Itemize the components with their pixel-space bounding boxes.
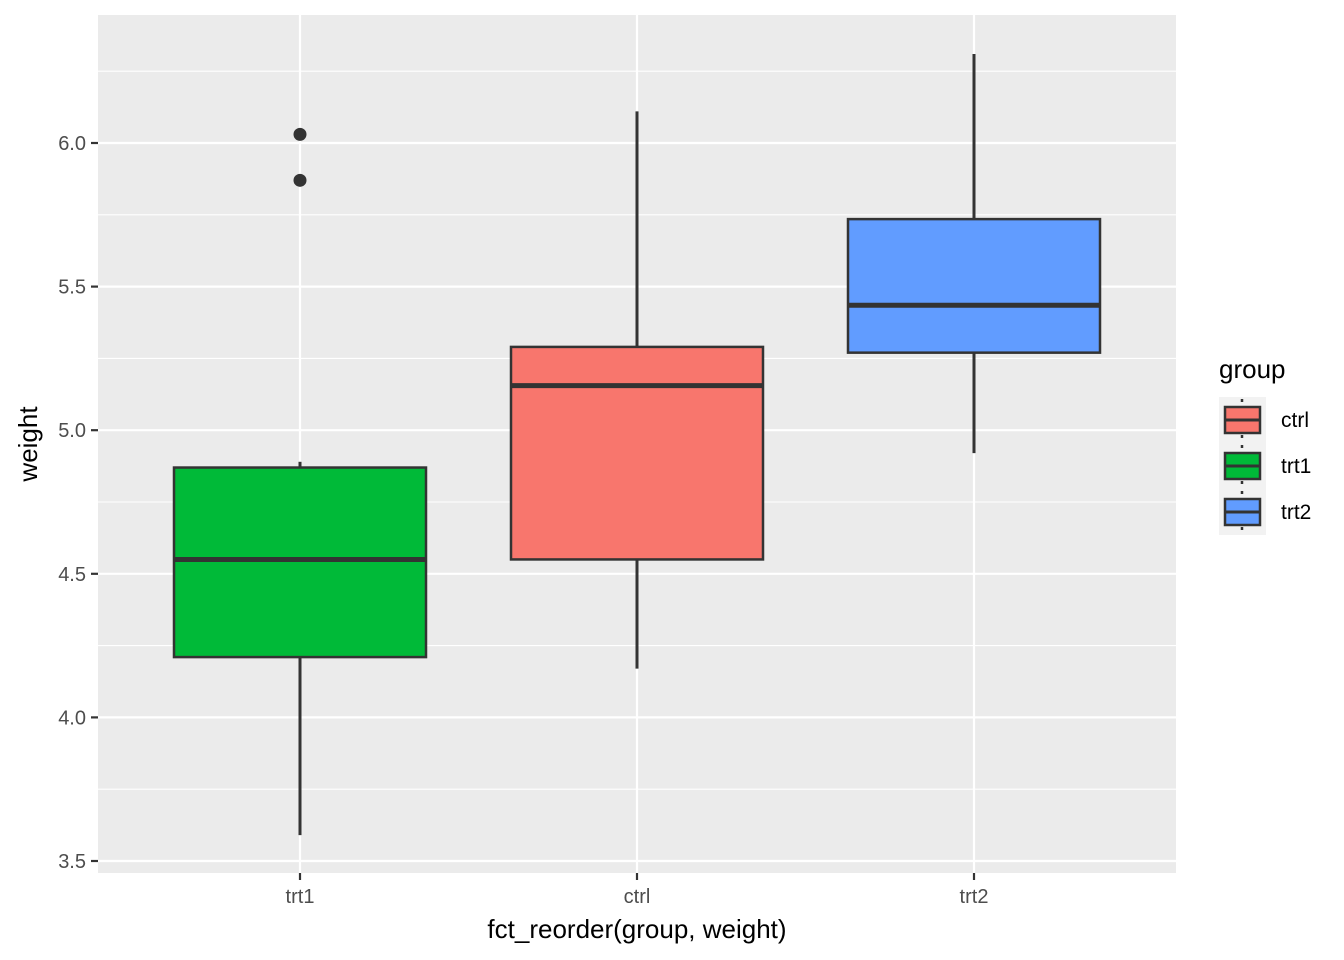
box-iqr (846, 217, 1102, 354)
box-iqr (509, 345, 765, 561)
axis-layer: 3.5 4.0 4.5 5.0 5.5 6.0 trt1 ctrl trt2 (58, 133, 988, 908)
y-axis-title: weight (13, 406, 43, 483)
x-axis-title: fct_reorder(group, weight) (487, 914, 786, 944)
y-tick-label: 4.5 (58, 564, 86, 586)
legend-label-ctrl: ctrl (1281, 409, 1309, 432)
legend-key-ctrl (1223, 399, 1262, 441)
y-tick-label: 4.0 (58, 707, 86, 729)
legend: group ctrl trt1 trt2 (1219, 354, 1311, 535)
x-tick-label: trt2 (960, 886, 989, 908)
y-tick-label: 6.0 (58, 133, 86, 155)
box-iqr (172, 466, 428, 659)
y-tick-label: 3.5 (58, 851, 86, 873)
legend-key-trt1 (1223, 445, 1262, 487)
legend-label-trt2: trt2 (1281, 501, 1311, 524)
outlier-point (293, 173, 307, 187)
y-tick-label: 5.0 (58, 420, 86, 442)
legend-title: group (1219, 354, 1286, 384)
box-trt1 (172, 127, 428, 836)
legend-label-trt1: trt1 (1281, 455, 1311, 478)
box-trt2 (846, 53, 1102, 454)
x-tick-label: trt1 (286, 886, 315, 908)
outlier-point (293, 127, 307, 141)
y-tick-label: 5.5 (58, 277, 86, 299)
legend-key-trt2 (1223, 491, 1262, 533)
x-tick-label: ctrl (624, 886, 651, 908)
box-layer (172, 53, 1102, 836)
box-ctrl (509, 111, 765, 669)
